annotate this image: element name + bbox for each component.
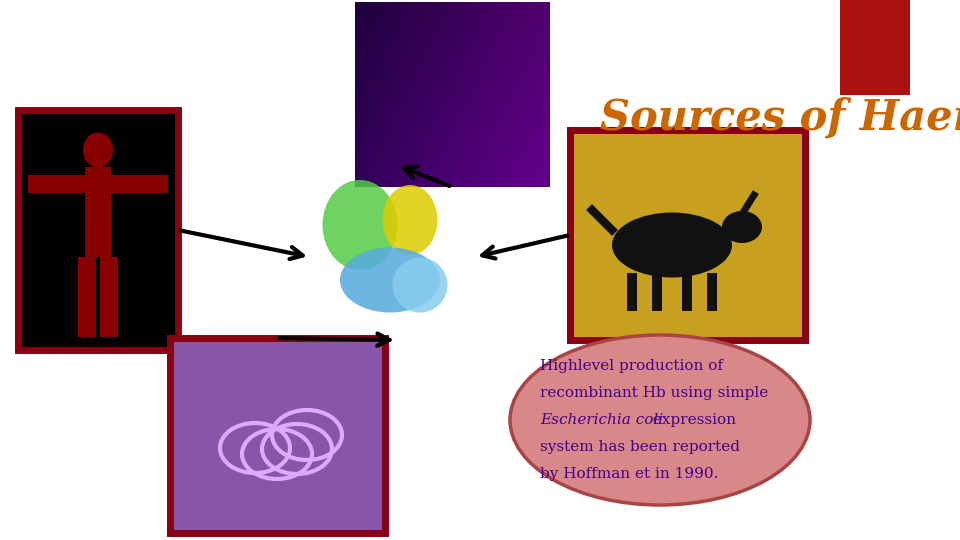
- Bar: [652, 273, 662, 311]
- Bar: [570, 130, 805, 340]
- Ellipse shape: [722, 211, 762, 243]
- Ellipse shape: [612, 213, 732, 278]
- Ellipse shape: [323, 180, 397, 270]
- Text: system has been reported: system has been reported: [540, 440, 740, 454]
- Bar: [28, 175, 168, 193]
- Bar: [78, 257, 96, 337]
- Text: recombinant Hb using simple: recombinant Hb using simple: [540, 386, 768, 400]
- Bar: [682, 273, 692, 311]
- Ellipse shape: [382, 185, 438, 255]
- Bar: [840, 0, 910, 95]
- Ellipse shape: [510, 335, 810, 505]
- Text: Sources of Haemoglobin: Sources of Haemoglobin: [600, 97, 960, 139]
- Ellipse shape: [393, 258, 447, 313]
- Text: expression: expression: [648, 413, 736, 427]
- Bar: [18, 110, 178, 350]
- Ellipse shape: [340, 247, 440, 313]
- Text: Highlevel production of: Highlevel production of: [540, 359, 723, 373]
- Bar: [85, 167, 111, 257]
- Bar: [170, 338, 385, 533]
- Text: Escherichia coli: Escherichia coli: [540, 413, 663, 427]
- Bar: [100, 257, 118, 337]
- Bar: [707, 273, 717, 311]
- Bar: [627, 273, 637, 311]
- Text: by Hoffman et in 1990.: by Hoffman et in 1990.: [540, 467, 718, 481]
- Ellipse shape: [83, 132, 113, 167]
